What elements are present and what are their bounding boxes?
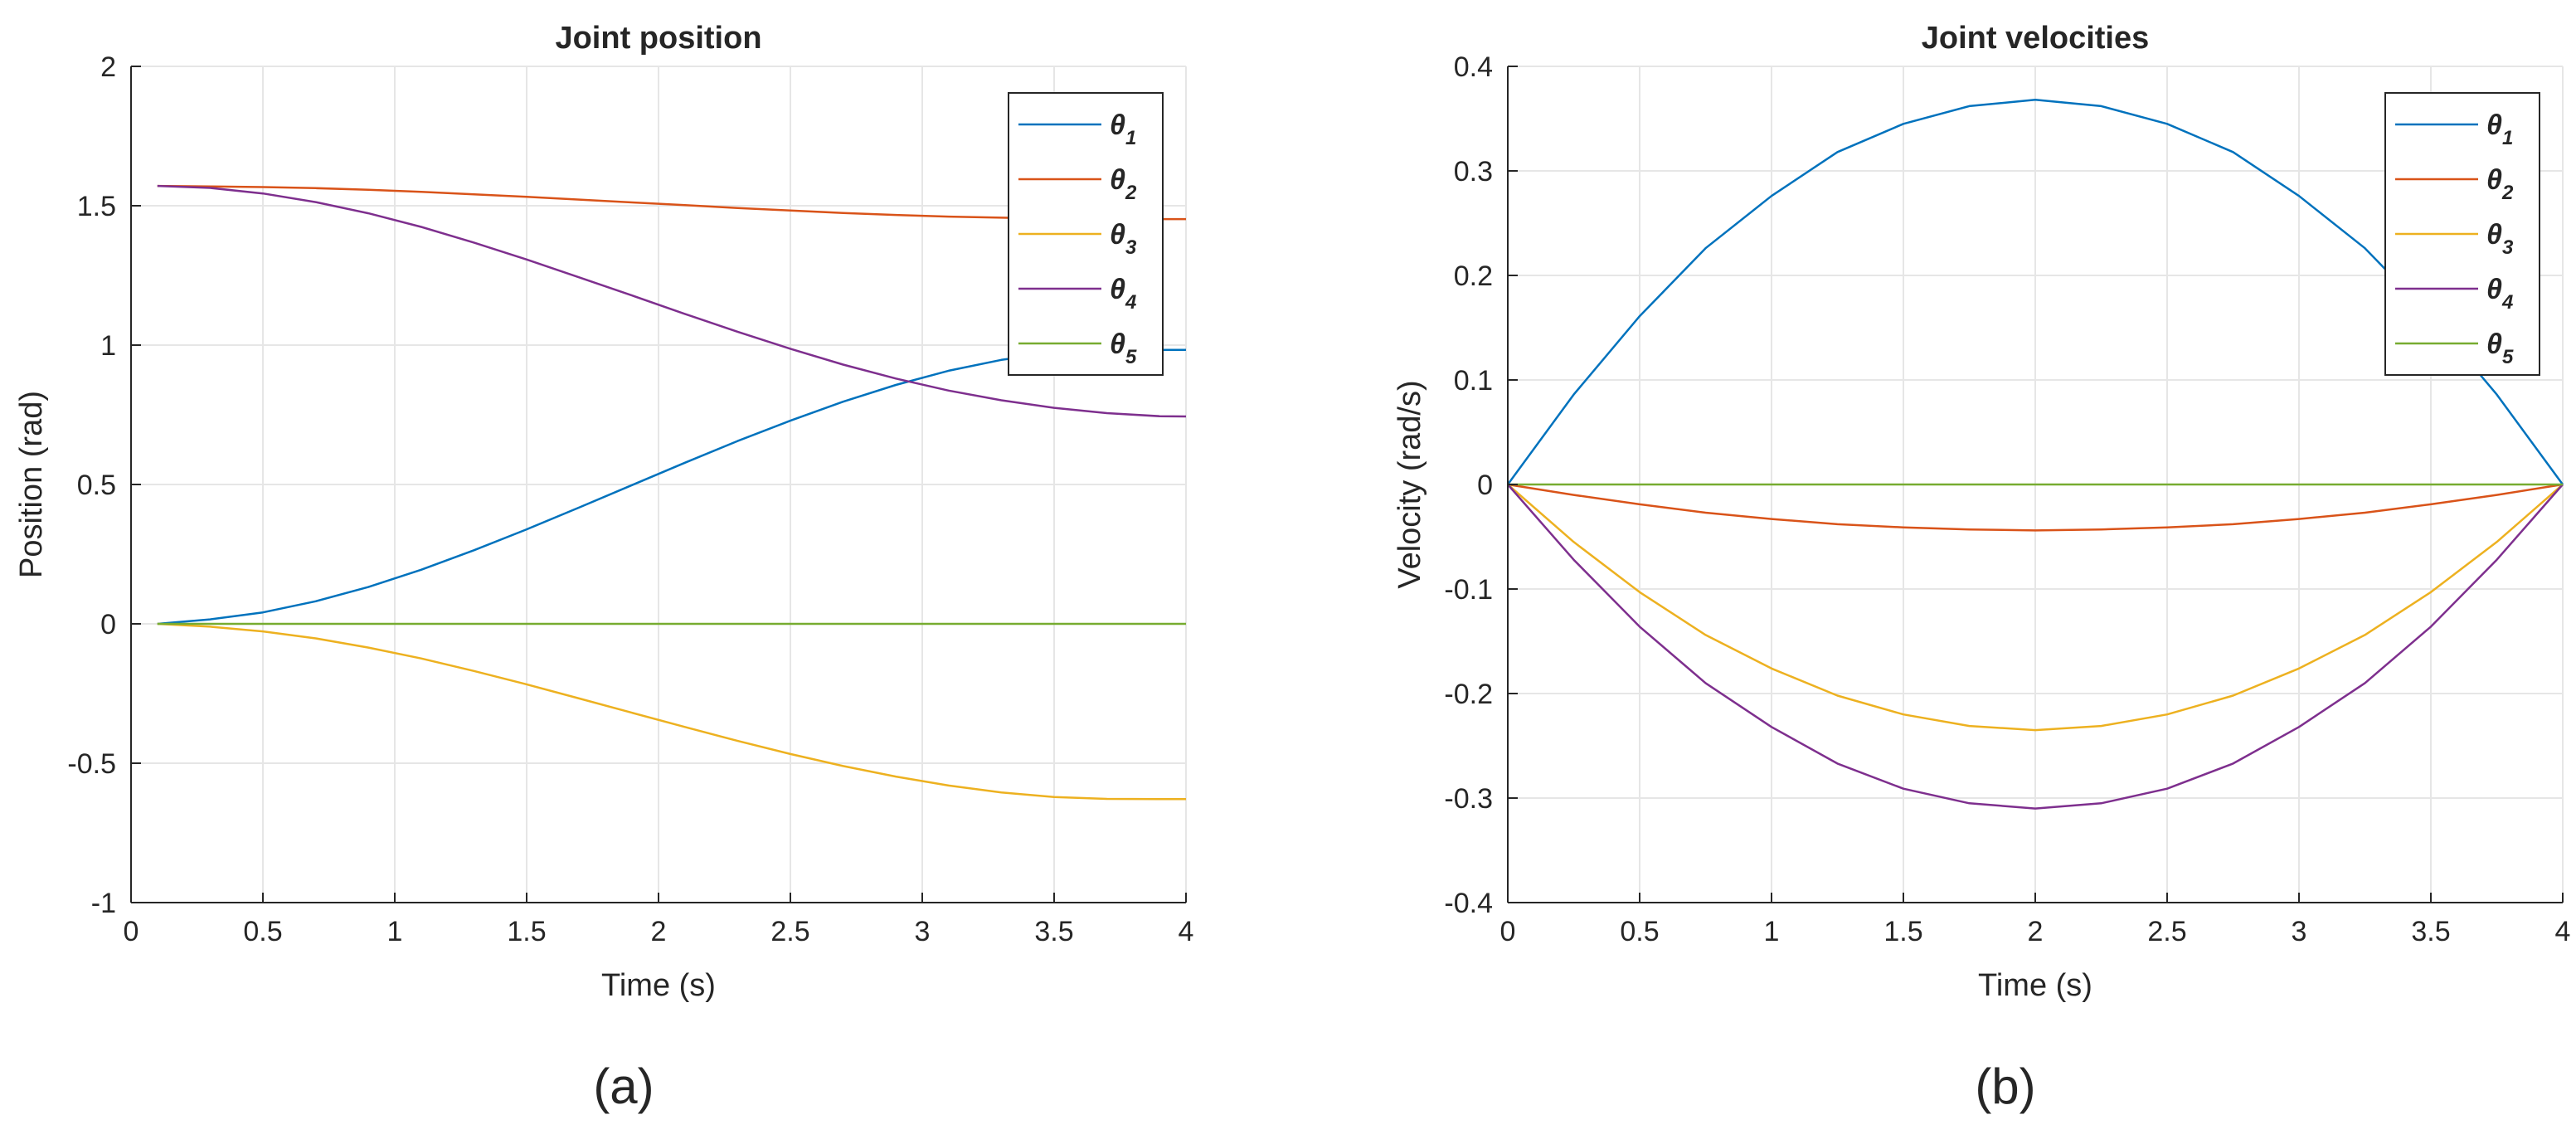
- legend-label-theta-3: θ3: [1110, 219, 1137, 259]
- y-tick-label: 2: [100, 51, 116, 83]
- series-line-theta-4: [157, 184, 1187, 418]
- x-axis-label: Time (s): [601, 968, 716, 1003]
- y-tick-label: -0.5: [67, 748, 116, 780]
- x-tick-label: 0: [124, 916, 139, 947]
- legend-subscript: 2: [2501, 182, 2514, 204]
- legend-label-theta-2: θ2: [1110, 164, 1137, 204]
- y-tick-label: 1: [100, 330, 116, 362]
- y-tick-label: 0: [1477, 470, 1493, 501]
- y-axis-label: Position (rad): [14, 391, 49, 578]
- legend-subscript: 2: [1125, 182, 1137, 204]
- x-tick-label: 3.5: [2411, 916, 2450, 947]
- legend-label-theta-4: θ4: [2486, 274, 2513, 314]
- legend-symbol: θ: [2486, 274, 2502, 305]
- panel-label: (a): [593, 1059, 654, 1114]
- x-tick-label: 2: [651, 916, 667, 947]
- legend-symbol: θ: [1110, 110, 1125, 141]
- y-tick-label: -0.1: [1444, 574, 1493, 606]
- legend-label-theta-1: θ1: [2486, 110, 2513, 149]
- x-tick-label: 1: [387, 916, 403, 947]
- legend-symbol: θ: [1110, 164, 1125, 196]
- y-tick-label: 0.4: [1454, 51, 1493, 83]
- legend-subscript: 5: [2502, 346, 2514, 368]
- legend-subscript: 5: [1125, 346, 1137, 368]
- legend-label-theta-5: θ5: [1110, 329, 1137, 368]
- chart-joint-velocities: 0 0.5 1 1.5 2 2.5 3 3.5 4 -0.4 -0.3 -0.2 -0.1 0 0.1 0.2…: [1392, 21, 2570, 1114]
- legend-symbol: θ: [2486, 329, 2502, 360]
- chart-joint-position: 0 0.5 1 1.5 2 2.5 3 3.5 4 -1 -0.5 0 0.5 1 1.5 2 Joint po…: [14, 21, 1193, 1114]
- x-tick-label: 0.5: [1620, 916, 1659, 947]
- x-tick-label: 1.5: [507, 916, 546, 947]
- chart-title: Joint velocities: [1922, 21, 2150, 56]
- x-tick-label: 3.5: [1034, 916, 1073, 947]
- x-tick-label: 4: [1179, 916, 1194, 947]
- x-axis-label: Time (s): [1978, 968, 2092, 1003]
- legend-subscript: 1: [1125, 127, 1136, 149]
- legend-label-theta-5: θ5: [2486, 329, 2514, 368]
- x-tick-label: 3: [915, 916, 931, 947]
- x-tick-label: 1.5: [1883, 916, 1922, 947]
- panel-label: (b): [1975, 1059, 2035, 1114]
- series-line-theta-4: [1507, 484, 2564, 810]
- legend-subscript: 3: [1125, 236, 1137, 259]
- legend-label-theta-3: θ3: [2486, 219, 2514, 259]
- legend-subscript: 1: [2502, 127, 2513, 149]
- legend-label-theta-1: θ1: [1110, 110, 1136, 149]
- series-line-theta-3: [157, 622, 1186, 801]
- x-tick-label: 3: [2292, 916, 2307, 947]
- x-tick-label: 0.5: [243, 916, 282, 947]
- x-tick-label: 0: [1500, 916, 1516, 947]
- legend-subscript: 4: [2501, 291, 2513, 314]
- legend-symbol: θ: [2486, 110, 2502, 141]
- legend-symbol: θ: [1110, 329, 1125, 360]
- y-tick-label: -0.3: [1444, 783, 1493, 815]
- legend-symbol: θ: [2486, 219, 2502, 251]
- x-tick-label: 2.5: [2147, 916, 2186, 947]
- legend-label-theta-4: θ4: [1110, 274, 1136, 314]
- y-tick-label: -0.2: [1444, 679, 1493, 710]
- x-tick-label: 4: [2555, 916, 2571, 947]
- series-line-theta-3: [1507, 484, 2564, 732]
- y-tick-label: -1: [91, 888, 116, 919]
- y-tick-label: -0.4: [1444, 888, 1493, 919]
- y-axis-label: Velocity (rad/s): [1392, 380, 1427, 588]
- legend-symbol: θ: [1110, 274, 1125, 305]
- chart-title: Joint position: [555, 21, 761, 56]
- y-tick-label: 0: [100, 609, 116, 640]
- y-tick-label: 0.3: [1454, 156, 1493, 187]
- x-tick-label: 1: [1764, 916, 1780, 947]
- y-tick-label: 1.5: [77, 191, 116, 222]
- x-tick-label: 2.5: [770, 916, 809, 947]
- series-line-theta-2: [1507, 483, 2564, 532]
- legend-symbol: θ: [2486, 164, 2502, 196]
- y-tick-label: 0.5: [77, 470, 116, 501]
- legend-subscript: 4: [1125, 291, 1136, 314]
- legend-symbol: θ: [1110, 219, 1125, 251]
- y-tick-label: 0.1: [1454, 365, 1493, 397]
- legend-label-theta-2: θ2: [2486, 164, 2514, 204]
- y-tick-label: 0.2: [1454, 260, 1493, 292]
- legend-subscript: 3: [2502, 236, 2514, 259]
- x-tick-label: 2: [2028, 916, 2044, 947]
